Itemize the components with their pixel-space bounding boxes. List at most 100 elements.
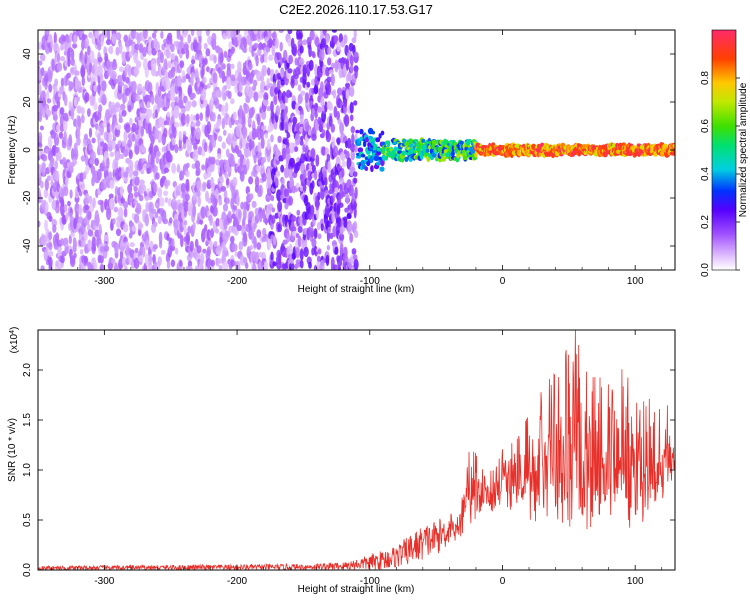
spectrogram-cell xyxy=(82,171,87,180)
spectrogram-cell xyxy=(40,265,45,270)
spectrogram-cell xyxy=(169,36,173,45)
spectrogram-cell xyxy=(320,38,327,48)
spectrogram-cell xyxy=(275,170,281,178)
spectrogram-cell xyxy=(87,229,94,237)
spectrogram-cell xyxy=(368,135,374,141)
spectrogram-cell xyxy=(284,105,288,114)
spectrogram-cell xyxy=(249,244,253,251)
spectrogram-cell xyxy=(299,113,304,123)
spectrogram-cell xyxy=(206,179,212,188)
spectrogram-cell xyxy=(67,200,71,207)
spectrogram-cell xyxy=(227,90,232,100)
spectrogram-cell xyxy=(56,99,61,109)
spectrogram-cell xyxy=(158,231,163,245)
spectrogram-cell xyxy=(56,63,63,72)
spectrogram-cell xyxy=(237,209,242,220)
spectrogram-cell xyxy=(77,216,84,224)
spectrogram-cell xyxy=(84,51,88,64)
spectrogram-cell xyxy=(60,77,65,87)
spectrogram-cell xyxy=(192,221,196,231)
spectrogram-cell xyxy=(325,131,332,143)
spectrogram-cell xyxy=(203,58,208,65)
spectrogram-cell xyxy=(48,256,53,269)
spectrogram-cell xyxy=(196,245,202,254)
spectrogram-cell xyxy=(180,36,184,43)
spectrogram-cell xyxy=(230,98,235,105)
spectrogram-cell xyxy=(266,105,271,112)
spectrogram-cell xyxy=(170,86,176,96)
spectrogram-cell xyxy=(319,48,325,62)
spectrogram-cell xyxy=(187,260,193,268)
spectrogram-cell xyxy=(194,238,199,249)
spectrogram-cell xyxy=(100,34,104,47)
spectrogram-cell xyxy=(164,65,168,71)
spectrogram-cell xyxy=(134,191,140,198)
spectrogram-cell xyxy=(231,46,235,54)
spectrogram-cell xyxy=(104,234,109,242)
spectrogram-cell xyxy=(353,30,357,40)
spectrogram-cell xyxy=(180,107,187,114)
spectrogram-cell xyxy=(296,209,301,216)
spectrogram-cell xyxy=(350,126,355,134)
spectrogram-cell xyxy=(253,91,259,102)
spectrogram-cell xyxy=(114,242,119,254)
spectrogram-cell xyxy=(155,172,160,180)
spectrogram-cell xyxy=(153,30,158,34)
spectrogram-cell xyxy=(84,92,90,103)
spectrogram-cell xyxy=(281,118,285,131)
spectrogram-cell xyxy=(252,79,258,87)
spectrogram-cell xyxy=(121,140,127,147)
spectrogram-cell xyxy=(205,157,209,171)
spectrogram-cell xyxy=(359,128,364,135)
spectrogram-cell xyxy=(251,140,255,150)
spectrogram-cell xyxy=(453,142,458,149)
spectrogram-cell xyxy=(295,246,300,259)
spectrogram-cell xyxy=(133,52,139,64)
spectrogram-cell xyxy=(48,231,53,241)
spectrogram-cell xyxy=(197,146,203,156)
spectrogram-cell xyxy=(277,200,283,213)
spectrogram-cell xyxy=(124,149,128,158)
spectrogram-cell xyxy=(72,43,78,49)
spectrogram-cell xyxy=(329,183,333,191)
spectrogram-cell xyxy=(317,191,321,201)
spectrogram-cell xyxy=(335,60,341,70)
spectrogram-cell xyxy=(254,176,260,188)
spectrogram-cell xyxy=(221,104,226,116)
spectrogram-cell xyxy=(62,118,68,132)
spectrogram-cell xyxy=(291,215,297,222)
spectrogram-cell xyxy=(174,83,179,95)
spectrogram-cell xyxy=(167,197,172,207)
spectrogram-cell xyxy=(322,30,327,36)
spectrogram-cell xyxy=(93,102,98,111)
spectrogram-cell xyxy=(111,140,117,150)
spectrogram-cell xyxy=(166,111,171,118)
spectrogram-cell xyxy=(632,145,637,149)
spectrogram-cell xyxy=(450,150,455,157)
spectrogram-cell xyxy=(353,177,358,184)
spectrogram-cell xyxy=(221,63,226,70)
spectrogram-cell xyxy=(48,83,53,93)
spectrogram-cell xyxy=(350,150,356,161)
spectrogram-cell xyxy=(125,123,131,133)
spectrogram-cell xyxy=(310,148,316,159)
spectrogram-cell xyxy=(219,175,224,184)
spectrogram-cell xyxy=(156,57,161,64)
spectrogram-cell xyxy=(107,30,111,42)
spectrogram-cell xyxy=(68,81,74,91)
spectrogram-cell xyxy=(386,140,391,148)
spectrogram-cell xyxy=(268,38,273,48)
spectrogram-cell xyxy=(180,113,186,126)
spectrogram-cell xyxy=(140,169,145,175)
spectrogram-cell xyxy=(307,129,313,136)
spectrogram-cell xyxy=(70,232,75,238)
spectrogram-cell xyxy=(118,81,125,87)
spectrogram-cell xyxy=(170,259,176,268)
spectrogram-cell xyxy=(366,160,371,167)
spectrogram-cell xyxy=(380,130,385,136)
spectrogram-cell xyxy=(209,215,214,226)
spectrogram-cell xyxy=(313,169,318,181)
spectrogram-cell xyxy=(106,207,112,221)
spectrogram-cell xyxy=(334,187,339,194)
snr-y-tick-label: 1.5 xyxy=(22,413,33,427)
